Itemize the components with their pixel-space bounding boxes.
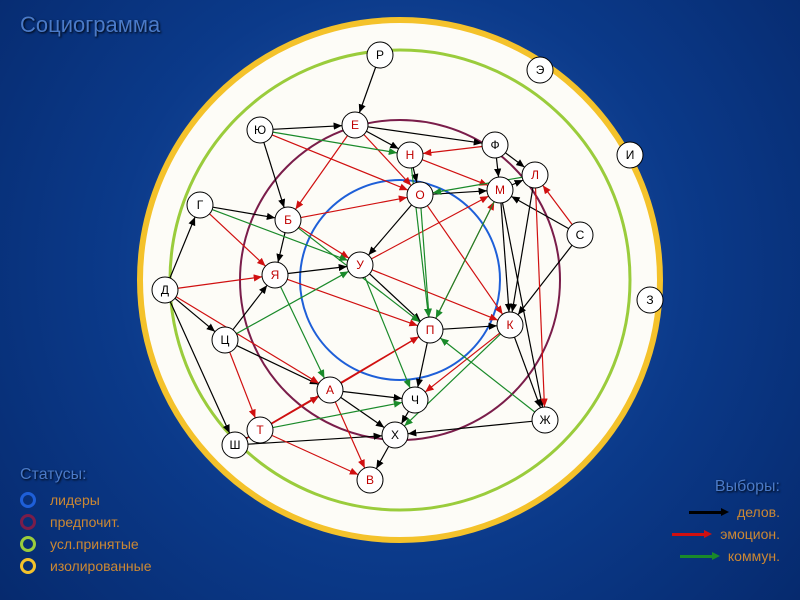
node-label: В [366,473,374,487]
status-legend-row: лидеры [20,492,152,508]
node-label: С [576,228,585,242]
node-label: Ш [230,438,241,452]
node-label: Т [256,423,264,437]
node-label: А [326,383,334,397]
choices-legend-line-icon [689,511,723,514]
node-label: П [426,323,435,337]
status-legend-label: предпочит. [50,514,120,530]
node-label: Д [161,283,169,297]
node-label: Б [284,213,292,227]
status-legend-circle-icon [20,558,36,574]
node-label: Г [197,198,204,212]
status-legend: Статусы: лидеры предпочит. усл.принятые из… [20,466,152,580]
node-label: И [626,148,635,162]
status-legend-circle-icon [20,536,36,552]
choices-legend-label: делов. [737,504,780,520]
node-label: У [356,258,364,272]
choices-legend-label: эмоцион. [720,526,780,542]
node-label: Н [406,148,415,162]
node-label: Ч [411,393,419,407]
node-label: М [495,183,505,197]
status-legend-row: предпочит. [20,514,152,530]
choices-legend-header: Выборы: [672,478,780,496]
node-label: О [415,188,424,202]
node-label: Л [531,168,539,182]
node-label: Е [351,118,359,132]
node-label: Я [271,268,280,282]
status-legend-row: изолированные [20,558,152,574]
choices-legend-label: коммун. [728,548,780,564]
choices-legend-line-icon [672,533,706,536]
node-label: Х [391,428,399,442]
node-label: Ц [221,333,230,347]
choices-legend-line-icon [680,555,714,558]
status-legend-circle-icon [20,492,36,508]
status-legend-label: усл.принятые [50,536,139,552]
node-label: Р [376,48,384,62]
status-legend-label: изолированные [50,558,152,574]
choices-legend-row: делов. [672,504,780,520]
choices-legend: Выборы: делов. эмоцион. коммун. [672,478,780,570]
node-label: Ф [490,138,499,152]
node-label: Э [536,63,545,77]
choices-legend-row: коммун. [672,548,780,564]
node-label: К [507,318,514,332]
node-label: З [646,293,653,307]
status-legend-header: Статусы: [20,466,152,484]
node-label: Ж [539,413,550,427]
choices-legend-row: эмоцион. [672,526,780,542]
node-label: Ю [254,123,266,137]
status-legend-circle-icon [20,514,36,530]
status-legend-row: усл.принятые [20,536,152,552]
status-legend-label: лидеры [50,492,100,508]
